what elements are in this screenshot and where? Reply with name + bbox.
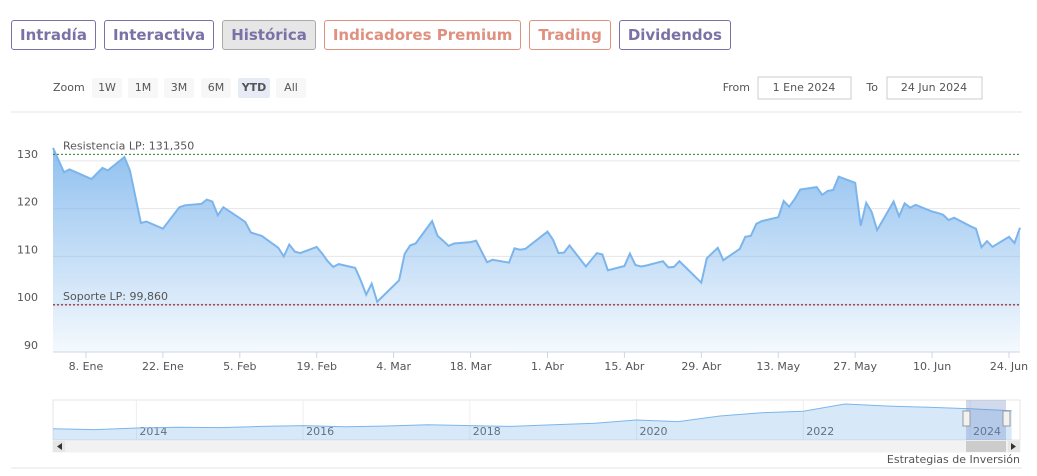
x-tick-label: 19. Feb xyxy=(296,360,336,373)
navigator-handle[interactable] xyxy=(962,410,971,427)
x-tick-label: 8. Ene xyxy=(69,360,104,373)
tab[interactable]: Histórica xyxy=(222,20,316,50)
navigator-line xyxy=(52,403,1012,431)
tab[interactable]: Trading xyxy=(529,20,611,50)
x-tick-label: 5. Feb xyxy=(223,360,256,373)
navigator-bg xyxy=(52,399,1021,441)
y-tick-label: 130 xyxy=(17,148,38,161)
from-value: 1 Ene 2024 xyxy=(773,81,836,94)
range-button-label: YTD xyxy=(241,81,267,94)
range-button[interactable]: 3M xyxy=(164,78,194,98)
range-button-bg xyxy=(238,78,270,98)
navigator-selection xyxy=(966,400,1006,440)
navigator-area xyxy=(53,404,1012,440)
y-tick-label: 100 xyxy=(17,291,38,304)
range-button-label: 6M xyxy=(208,81,225,94)
navigator-tick-label: 2024 xyxy=(973,425,1001,438)
range-button-label: 1M xyxy=(135,81,152,94)
x-tick-label: 13. May xyxy=(756,360,800,373)
tab[interactable]: Indicadores Premium xyxy=(323,20,522,50)
tab[interactable]: Intradía xyxy=(11,20,96,50)
range-button-bg xyxy=(92,78,122,98)
range-button-bg xyxy=(128,78,158,98)
range-button[interactable]: 1W xyxy=(92,78,122,98)
to-input[interactable] xyxy=(886,76,983,100)
navigator-handle[interactable] xyxy=(1002,410,1011,427)
x-tick-label: 29. Abr xyxy=(681,360,721,373)
y-tick-label: 90 xyxy=(24,339,38,352)
x-tick-label: 15. Abr xyxy=(604,360,644,373)
range-button[interactable]: YTD xyxy=(238,78,270,98)
price-line xyxy=(52,147,1021,304)
tab[interactable]: Dividendos xyxy=(618,20,731,50)
tab-bar: Intradía Interactiva Histórica Indicadores … xyxy=(11,20,731,50)
scrollbar-thumb[interactable] xyxy=(966,441,1006,452)
range-button[interactable]: All xyxy=(276,78,306,98)
credit: Estrategias de Inversión xyxy=(887,453,1020,466)
from-label: From xyxy=(723,81,750,94)
arrow xyxy=(57,443,62,450)
range-button-label: 1W xyxy=(98,81,116,94)
y-tick-label: 120 xyxy=(17,196,38,209)
x-tick-label: 22. Ene xyxy=(142,360,184,373)
range-button-bg xyxy=(164,78,194,98)
to-label: To xyxy=(865,81,878,94)
x-tick-label: 24. Jun xyxy=(990,360,1028,373)
navigator-tick-label: 2018 xyxy=(473,425,501,438)
zoom-label: Zoom xyxy=(53,81,85,94)
x-tick-label: 4. Mar xyxy=(376,360,411,373)
from-input[interactable] xyxy=(757,76,852,100)
plot-line-label: Soporte LP: 99,860 xyxy=(63,290,168,303)
navigator-tick-label: 2020 xyxy=(640,425,668,438)
range-button[interactable]: 1M xyxy=(128,78,158,98)
navigator-tick-label: 2016 xyxy=(306,425,334,438)
range-button-label: All xyxy=(284,81,298,94)
navigator-tick-label: 2022 xyxy=(806,425,834,438)
x-tick-label: 18. Mar xyxy=(450,360,492,373)
x-tick-label: 27. May xyxy=(833,360,877,373)
range-button-bg xyxy=(201,78,231,98)
area-fill xyxy=(53,147,1020,352)
range-button[interactable]: 6M xyxy=(201,78,231,98)
to-value: 24 Jun 2024 xyxy=(901,81,967,94)
range-button-bg xyxy=(276,78,306,98)
plot-line-label: Resistencia LP: 131,350 xyxy=(63,139,194,152)
arrow xyxy=(1011,443,1016,450)
scrollbar-track xyxy=(52,440,1021,453)
x-tick-label: 10. Jun xyxy=(913,360,951,373)
x-tick-label: 1. Abr xyxy=(531,360,564,373)
y-tick-label: 110 xyxy=(17,243,38,256)
tab[interactable]: Interactiva xyxy=(103,20,215,50)
range-button-label: 3M xyxy=(171,81,188,94)
